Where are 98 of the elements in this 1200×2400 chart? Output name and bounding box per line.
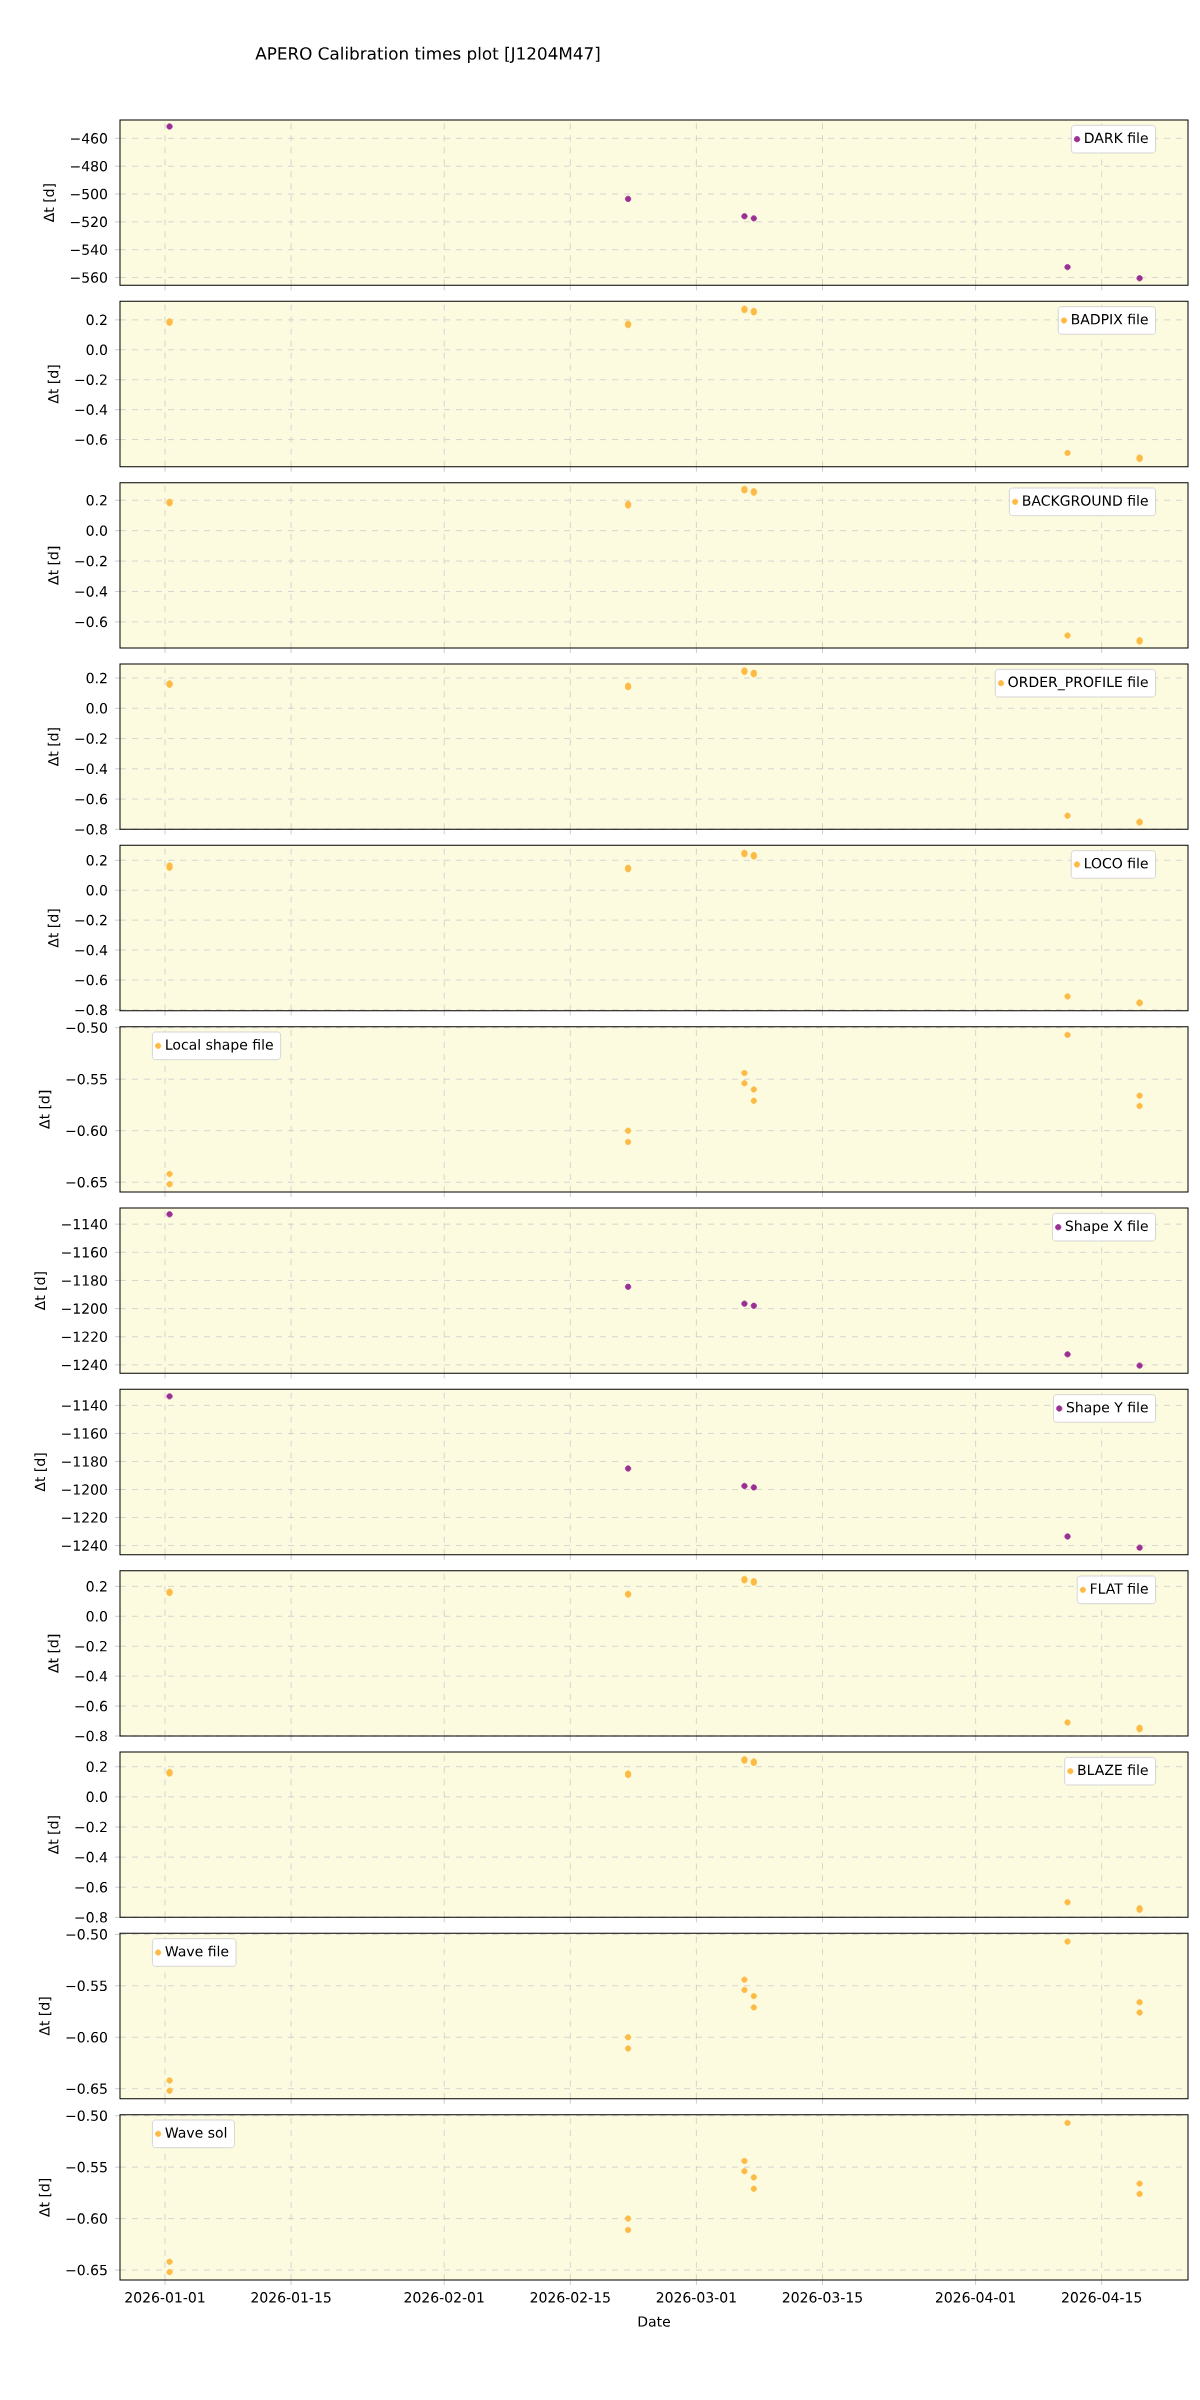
y-tick-label: 0.0: [86, 884, 107, 896]
y-tick-label: −1200: [62, 1303, 107, 1314]
y-axis-title: Δt [d]: [43, 184, 56, 223]
y-tick-label: −0.50: [66, 1022, 107, 1033]
y-tick-label: −480: [70, 160, 107, 172]
y-tick-label: −560: [70, 272, 107, 283]
y-tick-label: −1180: [62, 1456, 107, 1467]
y-tick-label: −1160: [62, 1428, 107, 1439]
y-tick-label: −500: [70, 188, 107, 200]
y-tick-label: 0.0: [86, 525, 107, 536]
x-axis-title: Date: [638, 2316, 670, 2327]
legend-label: Shape X file: [1065, 1220, 1148, 1234]
y-tick-label: −1240: [62, 1540, 107, 1551]
y-tick-label: −1220: [62, 1331, 107, 1343]
y-tick-label: −0.2: [75, 555, 107, 567]
x-tick-label: 2026-03-01: [656, 2292, 736, 2303]
y-axis-title: Δt [d]: [47, 1816, 61, 1855]
y-tick-label: −1180: [62, 1275, 107, 1286]
y-tick-label: −1200: [62, 1484, 107, 1495]
y-axis-title: Δt [d]: [47, 365, 61, 404]
y-tick-label: −0.8: [75, 1730, 107, 1742]
y-tick-label: −540: [70, 244, 107, 255]
y-tick-label: −0.8: [75, 1912, 107, 1923]
y-tick-label: −0.4: [75, 944, 108, 956]
legend-label: Wave file: [165, 1945, 229, 1957]
legend-label: ORDER_PROFILE file: [1008, 676, 1148, 691]
y-tick-label: 0.2: [86, 494, 107, 506]
y-tick-label: −0.6: [75, 974, 108, 986]
y-axis-title: Δt [d]: [38, 1090, 52, 1129]
y-tick-label: −0.50: [66, 2110, 107, 2121]
y-tick-label: 0.0: [86, 1611, 107, 1622]
y-tick-label: −0.6: [75, 793, 108, 805]
y-axis-title: Δt [d]: [47, 909, 61, 948]
y-tick-label: −0.4: [75, 404, 108, 415]
y-tick-label: −0.55: [66, 2161, 107, 2173]
y-axis-title: Δt [d]: [34, 1272, 47, 1311]
y-axis-title: Δt [d]: [47, 546, 61, 585]
y-tick-label: −1140: [62, 1218, 107, 1230]
y-tick-label: −0.6: [75, 1700, 108, 1712]
y-tick-label: −0.2: [75, 1821, 107, 1833]
x-tick-label: 2026-02-15: [530, 2292, 610, 2303]
y-tick-label: −0.4: [75, 763, 108, 775]
y-tick-label: −0.2: [75, 733, 107, 744]
y-tick-label: −0.4: [75, 586, 108, 597]
y-axis-title: Δt [d]: [47, 1634, 61, 1673]
x-tick-label: 2026-03-15: [782, 2292, 862, 2303]
y-tick-label: −0.60: [66, 1125, 107, 1136]
y-tick-label: −0.4: [75, 1851, 108, 1863]
y-tick-label: −0.2: [75, 1640, 107, 1652]
y-tick-label: −0.4: [75, 1670, 108, 1682]
y-tick-label: 0.2: [86, 314, 107, 326]
chart-title: APERO Calibration times plot [J1204M47]: [255, 46, 600, 64]
legend-label: DARK file: [1085, 132, 1148, 144]
x-tick-label: 2026-01-01: [125, 2292, 205, 2303]
legend-label: Local shape file: [166, 1039, 273, 1053]
y-tick-label: −0.8: [75, 824, 107, 835]
y-axis-title: Δt [d]: [34, 1453, 47, 1492]
y-tick-label: −0.55: [66, 1073, 107, 1085]
y-tick-label: −1220: [62, 1512, 107, 1523]
y-tick-label: −520: [70, 216, 107, 228]
y-tick-label: −0.8: [75, 1004, 107, 1016]
legend-label: Wave sol: [165, 2127, 227, 2138]
y-tick-label: 0.0: [86, 344, 107, 356]
y-axis-title: Δt [d]: [38, 2178, 52, 2217]
x-tick-label: 2026-04-01: [935, 2292, 1015, 2303]
x-tick-label: 2026-04-15: [1062, 2292, 1142, 2303]
legend-label: LOCO file: [1085, 857, 1148, 869]
y-axis-title: Δt [d]: [38, 1997, 52, 2036]
y-tick-label: −0.60: [66, 2213, 107, 2224]
y-tick-label: 0.2: [86, 854, 107, 866]
y-tick-label: −0.6: [75, 1881, 108, 1893]
legend-label: BACKGROUND file: [1023, 495, 1148, 506]
y-tick-label: −0.55: [66, 1980, 107, 1992]
x-tick-label: 2026-01-15: [251, 2292, 331, 2303]
y-axis-title: Δt [d]: [47, 728, 61, 767]
y-tick-label: 0.2: [86, 1761, 107, 1773]
y-tick-label: −0.2: [75, 914, 107, 926]
y-tick-label: 0.0: [86, 703, 107, 714]
legend-label: Shape Y file: [1066, 1401, 1148, 1416]
y-tick-label: −0.50: [66, 1929, 107, 1940]
y-tick-label: −1240: [62, 1359, 107, 1371]
legend-label: BLAZE file: [1078, 1764, 1148, 1776]
y-tick-label: −460: [70, 133, 107, 144]
y-tick-label: −0.65: [66, 1176, 107, 1188]
y-tick-label: −0.2: [75, 374, 107, 385]
y-tick-label: −0.65: [66, 2264, 107, 2276]
y-tick-label: −1140: [62, 1400, 107, 1411]
legend-label: BADPIX file: [1072, 313, 1148, 325]
y-tick-label: −1160: [62, 1247, 107, 1258]
y-tick-label: 0.2: [86, 672, 107, 684]
y-tick-label: −0.65: [66, 2083, 107, 2094]
y-tick-label: −0.6: [75, 434, 108, 445]
x-tick-label: 2026-02-01: [404, 2292, 484, 2303]
y-tick-label: −0.6: [75, 616, 108, 628]
y-tick-label: 0.2: [86, 1581, 107, 1592]
y-tick-label: −0.60: [66, 2031, 107, 2043]
legend-label: FLAT file: [1090, 1583, 1148, 1594]
y-tick-label: 0.0: [86, 1791, 107, 1803]
